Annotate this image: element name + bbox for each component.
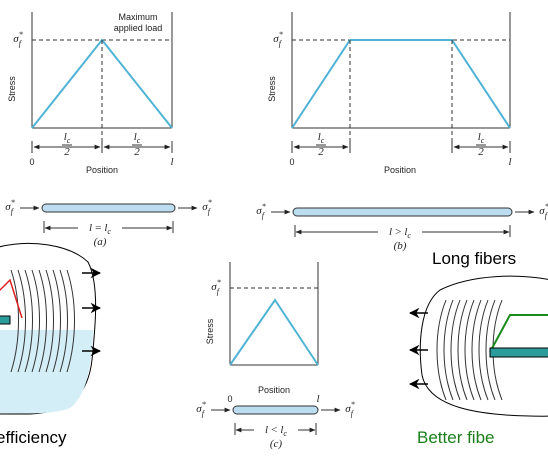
length-relation-part: = bbox=[95, 222, 101, 234]
fiber bbox=[42, 204, 175, 212]
sigma-label-part: f bbox=[351, 409, 355, 418]
length-relation-part: c bbox=[407, 231, 411, 240]
length-relation-part: > bbox=[395, 226, 401, 238]
sigma-label: σ*f bbox=[345, 400, 354, 418]
lc-label-part: c bbox=[321, 136, 325, 145]
lc-label: lc bbox=[318, 131, 325, 145]
lc-label: lc bbox=[64, 131, 71, 145]
zero-label: 0 bbox=[289, 157, 294, 167]
sigma-label: σ*f bbox=[13, 30, 22, 48]
x-axis-label: Position bbox=[86, 165, 118, 175]
sigma-label: σ*f bbox=[211, 278, 220, 296]
zero-label: 0 bbox=[29, 157, 34, 167]
sigma-label-part: f bbox=[217, 287, 221, 296]
sigma-label-part: f bbox=[11, 207, 15, 216]
sigma-label-part: * bbox=[217, 278, 221, 287]
length-relation-part: c bbox=[283, 429, 287, 438]
caption: Better fibe bbox=[417, 428, 495, 447]
sigma-label: σ*f bbox=[256, 202, 265, 220]
stress-profile bbox=[292, 40, 510, 128]
lc-label-part: c bbox=[481, 136, 485, 145]
sigma-label-part: * bbox=[11, 198, 15, 207]
length-relation: l<lc bbox=[265, 424, 287, 438]
sigma-label: σ*f bbox=[5, 198, 14, 216]
panel-label: (b) bbox=[394, 240, 407, 252]
x-axis-label: Position bbox=[258, 385, 290, 395]
matrix-blob bbox=[420, 276, 548, 416]
zero-label: 0 bbox=[227, 394, 232, 404]
fiber bbox=[490, 348, 548, 357]
lc-label-part: c bbox=[137, 136, 141, 145]
annotation: applied load bbox=[114, 23, 163, 33]
y-axis-label: Stress bbox=[7, 76, 17, 102]
length-label: l bbox=[508, 156, 511, 168]
fiber bbox=[233, 406, 318, 414]
sigma-label-part: f bbox=[208, 207, 212, 216]
caption: efficiency bbox=[0, 428, 67, 447]
sigma-label-part: f bbox=[19, 39, 23, 48]
fiber bbox=[293, 208, 512, 216]
length-relation-part: < bbox=[271, 424, 277, 436]
panel-label: (a) bbox=[94, 236, 107, 248]
x-axis-label: Position bbox=[384, 165, 416, 175]
sigma-label: σ*f bbox=[273, 30, 282, 48]
sigma-label: σ*f bbox=[196, 400, 205, 418]
stress-profile bbox=[230, 300, 318, 365]
denominator: 2 bbox=[478, 146, 484, 158]
denominator: 2 bbox=[134, 146, 140, 158]
denominator: 2 bbox=[318, 146, 324, 158]
length-relation: l>lc bbox=[389, 226, 411, 240]
sigma-label-part: f bbox=[202, 409, 206, 418]
sigma-label-part: * bbox=[351, 400, 355, 409]
length-relation-part: c bbox=[107, 227, 111, 236]
sigma-label: σ*f bbox=[202, 198, 211, 216]
sigma-label-part: * bbox=[262, 202, 266, 211]
figure: σ*fStress0llc2lc2PositionMaximumapplied … bbox=[0, 0, 548, 468]
y-axis-label: Stress bbox=[267, 76, 277, 102]
sigma-label-part: f bbox=[279, 39, 283, 48]
fiber-stub bbox=[0, 316, 10, 324]
sigma-label-part: * bbox=[19, 30, 23, 39]
sigma-label-part: * bbox=[279, 30, 283, 39]
caption: Long fibers bbox=[432, 249, 516, 268]
length-label: l bbox=[170, 156, 173, 168]
panel-label: (c) bbox=[270, 438, 283, 450]
sigma-label-part: * bbox=[202, 400, 206, 409]
lc-label: lc bbox=[478, 131, 485, 145]
annotation: Maximum bbox=[118, 12, 157, 22]
sigma-label-part: f bbox=[262, 211, 266, 220]
lc-label: lc bbox=[134, 131, 141, 145]
length-relation: l=lc bbox=[89, 222, 111, 236]
sigma-label: σ*f bbox=[539, 202, 548, 220]
length-relation-part: l bbox=[89, 222, 92, 234]
length-label: l bbox=[316, 393, 319, 405]
lc-label-part: c bbox=[67, 136, 71, 145]
y-axis-label: Stress bbox=[205, 318, 215, 344]
length-relation-part: l bbox=[389, 226, 392, 238]
length-relation-part: l bbox=[265, 424, 268, 436]
denominator: 2 bbox=[64, 146, 70, 158]
sigma-label-part: * bbox=[208, 198, 212, 207]
